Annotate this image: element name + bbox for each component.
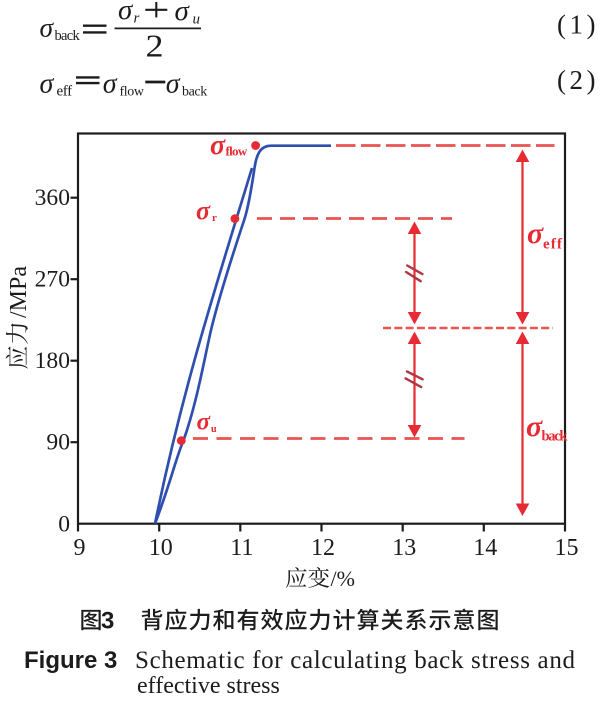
svg-text:(1): (1): [557, 10, 599, 40]
svg-text:back: back: [182, 85, 207, 100]
svg-text:r: r: [134, 10, 140, 26]
svg-text:11: 11: [230, 535, 253, 561]
svg-text:(2): (2): [557, 65, 599, 95]
svg-text:σ: σ: [103, 68, 118, 99]
svg-text:10: 10: [149, 535, 173, 561]
svg-text:eff: eff: [543, 236, 563, 252]
svg-text:σ: σ: [210, 130, 226, 161]
svg-text:σ: σ: [166, 68, 181, 99]
svg-text:σ: σ: [118, 0, 134, 26]
svg-text:9: 9: [74, 535, 86, 561]
svg-text:u: u: [193, 12, 201, 28]
svg-text:/MPa: /MPa: [6, 266, 32, 318]
svg-text:σ: σ: [175, 0, 191, 27]
svg-text:effective stress: effective stress: [137, 673, 280, 699]
svg-text:r: r: [212, 212, 217, 224]
svg-text:Figure 3: Figure 3: [24, 647, 117, 674]
svg-text:90: 90: [46, 430, 70, 456]
svg-text:0: 0: [58, 511, 70, 537]
svg-text:270: 270: [35, 267, 70, 293]
svg-text:360: 360: [35, 185, 70, 211]
svg-text:back: back: [542, 429, 569, 445]
svg-text:Schematic for calculating back: Schematic for calculating back stress an…: [135, 647, 576, 674]
svg-text:12: 12: [311, 535, 335, 561]
svg-text:σ: σ: [527, 217, 544, 250]
svg-text:flow: flow: [120, 85, 145, 100]
svg-text:180: 180: [35, 348, 70, 374]
svg-text:σ: σ: [40, 12, 55, 43]
svg-text:14: 14: [473, 535, 497, 561]
svg-text:flow: flow: [226, 144, 248, 159]
svg-text:u: u: [211, 424, 217, 435]
svg-text:σ: σ: [197, 408, 212, 435]
svg-text:σ: σ: [196, 196, 211, 225]
svg-text:σ: σ: [526, 410, 543, 443]
svg-text:13: 13: [392, 535, 416, 561]
svg-text:/%: /%: [331, 566, 355, 591]
svg-text:2: 2: [146, 28, 164, 64]
svg-text:eff: eff: [57, 84, 73, 100]
svg-text:σ: σ: [40, 68, 55, 99]
svg-text:back: back: [55, 28, 81, 44]
svg-text:3: 3: [101, 608, 114, 635]
svg-text:15: 15: [555, 535, 579, 561]
